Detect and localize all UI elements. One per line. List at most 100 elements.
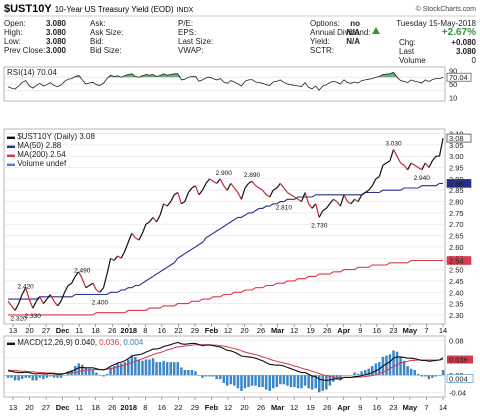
price-axis: 3.103.053.002.952.902.852.802.752.702.65…: [446, 130, 472, 320]
macd-hist-bar: [173, 362, 176, 376]
price-segment: [216, 178, 221, 184]
macd-hist-bar: [13, 375, 17, 381]
macd-hist-bar: [268, 375, 271, 391]
macd-hist-bar: [187, 370, 190, 376]
macd-hist-bar: [137, 359, 141, 376]
x-tick-label: 7: [424, 403, 428, 412]
price-segment: [21, 287, 27, 295]
price-tick-label: 2.60: [449, 243, 464, 252]
macd-hist-bar: [236, 375, 240, 389]
price-segment: [163, 203, 168, 207]
macd-hist-bar: [264, 375, 268, 390]
macd-hist-bar: [385, 355, 388, 376]
macd-hist-bar: [102, 375, 105, 377]
macd-hist-bar: [24, 375, 27, 378]
up-arrow-icon: [372, 27, 380, 34]
price-segment: [194, 185, 200, 196]
price-segment: [318, 210, 324, 218]
price-segment: [42, 298, 48, 304]
price-tick-label: 2.40: [449, 288, 464, 297]
x-tick-label: 13: [9, 326, 17, 335]
x-tick-label: 22: [174, 403, 182, 412]
x-tick-label: 16: [373, 403, 381, 412]
price-segment: [290, 194, 295, 198]
macd-hist-bar: [74, 366, 77, 376]
macd-hist-bar: [356, 373, 360, 376]
price-segment: [201, 183, 207, 191]
x-tick-label: 19: [307, 403, 315, 412]
price-segment: [180, 201, 186, 205]
price-annotation: 2.490: [74, 267, 91, 274]
price-segment: [39, 296, 44, 304]
macd-hist-bar: [155, 362, 158, 376]
macd-hist-bar: [116, 363, 119, 376]
price-segment: [255, 185, 260, 189]
price-segment: [74, 271, 80, 277]
macd-hist-bar: [35, 375, 38, 381]
macd-hist-bar: [42, 375, 45, 380]
chg-label: Chg:: [399, 38, 416, 47]
last-label: Last: [399, 47, 415, 56]
price-segment: [32, 301, 37, 309]
price-tick-label: 2.75: [449, 209, 464, 218]
price-segment: [166, 201, 172, 207]
x-tick-label: 22: [174, 326, 182, 335]
price-segment: [354, 198, 359, 203]
x-tick-label: 27: [42, 403, 50, 412]
x-tick-label: 12: [224, 326, 232, 335]
macd-hist-bar: [134, 356, 137, 376]
quote-label: Prev Close:: [4, 46, 45, 55]
price-segment: [35, 296, 41, 302]
x-tick-label: 16: [158, 403, 166, 412]
x-tick-label: 2018: [120, 326, 137, 335]
price-segment: [96, 289, 101, 293]
macd-hist-bar: [314, 375, 317, 389]
price-segment: [134, 237, 140, 241]
price-segment: [382, 162, 387, 166]
price-segment: [124, 242, 129, 252]
rsi-line: [7, 71, 444, 91]
price-annotation: 2.940: [414, 175, 431, 182]
x-tick-label: 27: [42, 326, 50, 335]
price-segment: [49, 294, 55, 302]
price-segment: [364, 189, 370, 194]
x-tick-label: Apr: [337, 326, 350, 335]
macd-hist-bar: [257, 375, 261, 387]
macd-hist-bar: [332, 375, 335, 382]
x-tick-label: 14: [439, 403, 447, 412]
macd-hist-bar: [45, 375, 49, 378]
price-segment: [88, 282, 94, 287]
macd-hist-bar: [254, 375, 257, 386]
x-tick-label: 20: [240, 326, 248, 335]
price-segment: [279, 183, 285, 189]
macd-hist-bar: [219, 375, 222, 380]
price-segment: [315, 203, 320, 218]
x-tick-label: 11: [75, 326, 83, 335]
quote-label: SCTR:: [310, 46, 334, 55]
price-tick-label: 2.35: [449, 300, 464, 309]
price-segment: [311, 203, 317, 209]
price-segment: [392, 149, 398, 157]
macd-hist-bar: [123, 362, 126, 376]
macd-hist-bar: [169, 362, 172, 376]
price-segment: [386, 160, 391, 164]
price-segment: [81, 278, 87, 288]
x-tick-label: Feb: [205, 326, 219, 335]
price-segment: [410, 162, 416, 166]
price-segment: [300, 192, 306, 202]
rsi-current-badge: [446, 72, 472, 82]
price-segment: [248, 180, 253, 184]
macd-hist-bar: [431, 375, 434, 378]
price-segment: [343, 194, 349, 202]
macd-hist-bar: [300, 375, 303, 389]
quote-value: no: [350, 19, 360, 28]
price-tick-label: 2.80: [449, 198, 464, 207]
macd-hist-bar: [413, 370, 416, 376]
quote-label: P/E:: [178, 19, 193, 28]
price-segment: [294, 196, 299, 200]
macd-hist-bar: [307, 375, 310, 389]
x-tick-label: Feb: [205, 403, 219, 412]
price-segment: [67, 282, 73, 287]
rsi-tick-label: 50: [449, 80, 457, 89]
